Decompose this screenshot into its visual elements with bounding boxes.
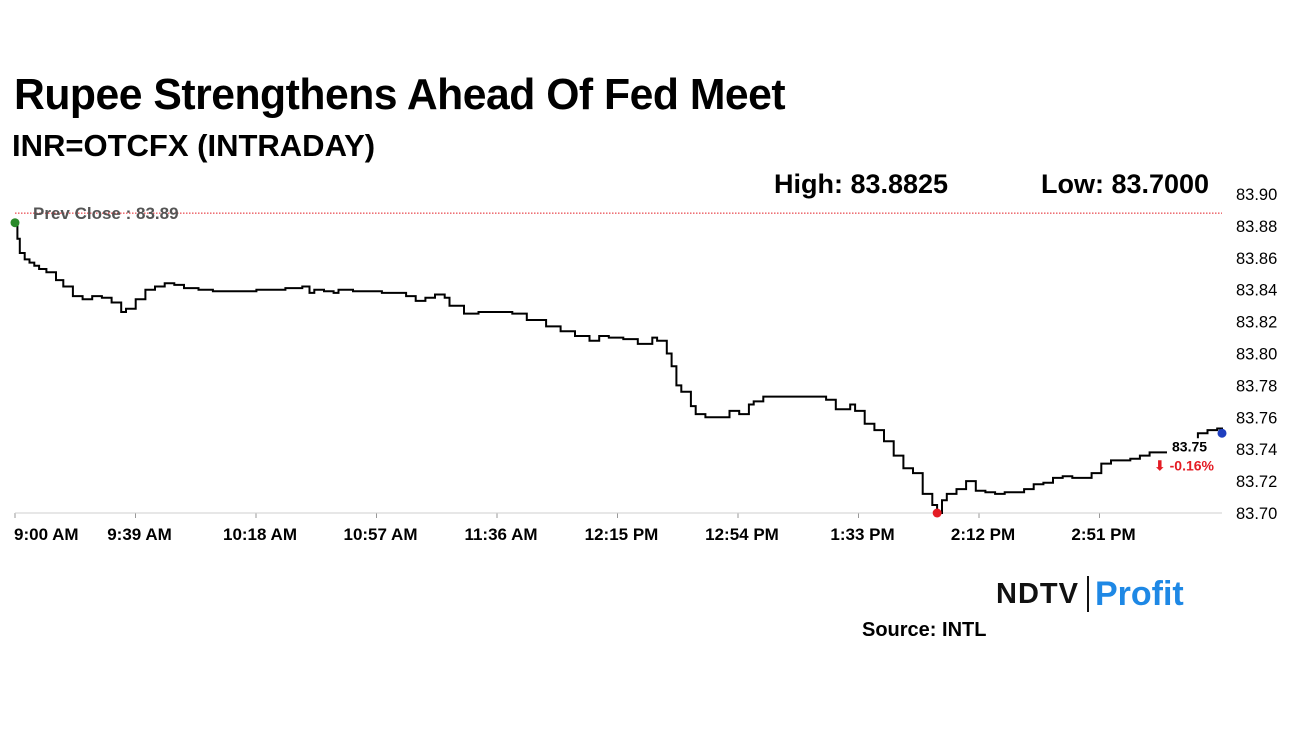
x-tick-label: 12:15 PM [585,525,659,544]
last-value-label: 83.75 [1172,438,1207,454]
y-tick-label: 83.74 [1236,441,1277,459]
x-tick-label: 9:39 AM [107,525,172,544]
series-line [15,221,1223,514]
x-tick-label: 1:33 PM [830,525,894,544]
y-tick-label: 83.72 [1236,473,1277,491]
y-tick-label: 83.82 [1236,314,1277,332]
y-tick-label: 83.76 [1236,409,1277,427]
logo-profit-text: Profit [1094,574,1184,613]
first-point-marker [10,218,20,228]
chart-subtitle: INR=OTCFX (INTRADAY) [12,128,376,163]
logo-divider [1086,576,1089,612]
x-tick-label: 9:00 AM [14,525,79,544]
y-axis-ticks: 83.90 83.88 83.86 83.84 83.82 83.80 83.78 83.76… [1236,186,1277,523]
y-tick-label: 83.84 [1236,282,1277,300]
ndtv-profit-logo: NDTV Profit [996,574,1184,614]
change-percent-label: ⬇ -0.16% [1154,457,1215,473]
day-high-label: High: 83.8825 [774,169,949,199]
y-tick-label: 83.88 [1236,218,1277,236]
last-value-label-background [1167,438,1221,479]
day-low-label: Low: 83.7000 [1041,169,1210,199]
y-tick-label: 83.86 [1236,250,1277,268]
x-tick-label: 12:54 PM [705,525,779,544]
prev-close-label: Prev Close : 83.89 [33,204,179,223]
x-tick-label: 10:18 AM [223,525,297,544]
x-tick-label: 2:12 PM [951,525,1015,544]
logo-ndtv-text: NDTV [996,577,1079,610]
x-axis-ticks: 9:00 AM 9:39 AM 10:18 AM 10:57 AM 11:36 AM 12… [14,513,1136,544]
x-tick-label: 10:57 AM [343,525,417,544]
y-tick-label: 83.90 [1236,186,1277,204]
y-tick-label: 83.78 [1236,377,1277,395]
low-point-marker [932,508,942,518]
y-tick-label: 83.80 [1236,346,1277,364]
y-tick-label: 83.70 [1236,505,1277,523]
x-tick-label: 2:51 PM [1071,525,1135,544]
last-point-marker [1217,428,1227,438]
source-label: Source: INTL [862,619,987,641]
chart-title: Rupee Strengthens Ahead Of Fed Meet [14,70,786,119]
x-tick-label: 11:36 AM [464,525,537,544]
